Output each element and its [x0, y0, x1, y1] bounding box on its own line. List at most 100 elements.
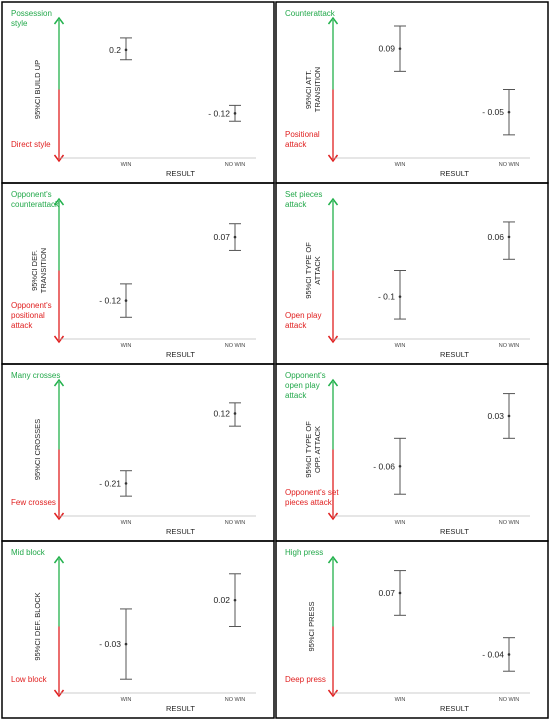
bottom-label: Opponent's set pieces attack: [285, 488, 339, 507]
mean-point: [507, 110, 511, 114]
x-axis-label: RESULT: [440, 704, 469, 713]
mean-point: [398, 295, 402, 298]
error-bar: 0.12: [213, 402, 241, 427]
y-axis-label: 95%CI PRESS: [307, 601, 316, 651]
top-label: Set pieces attack: [285, 190, 322, 209]
bottom-label: Few crosses: [11, 498, 56, 507]
error-bar: 0.07: [378, 570, 406, 616]
mean-point: [233, 598, 237, 602]
error-bar: - 0.04: [482, 637, 515, 672]
up-arrow-icon: [327, 378, 339, 387]
x-tick-label: NO WIN: [499, 520, 519, 526]
y-axis-label: 95%CI ATT.TRANSITION: [304, 67, 322, 112]
x-axis-label: RESULT: [166, 527, 195, 536]
bottom-label: Direct style: [11, 140, 51, 149]
error-bar: - 0.12: [99, 283, 132, 318]
up-arrow-icon: [53, 197, 65, 206]
x-axis-label: RESULT: [166, 350, 195, 359]
top-label: Many crosses: [11, 371, 60, 380]
mean-point: [507, 235, 511, 239]
value-label: - 0.12: [99, 296, 121, 306]
value-label: - 0.21: [99, 478, 121, 488]
chart-panel-1: 95%CI BUILD UP WIN NO WIN RESULT 0.2 - 0.12: [1, 1, 275, 184]
bottom-label: Opponent's positional attack: [11, 301, 52, 330]
error-bar: - 0.03: [99, 608, 132, 680]
x-tick-label: WIN: [121, 520, 132, 526]
error-bar: - 0.05: [482, 89, 515, 136]
value-label: - 0.12: [208, 108, 230, 118]
mean-point: [233, 112, 237, 115]
bottom-label: Deep press: [285, 675, 326, 684]
x-tick-label: WIN: [121, 162, 132, 168]
mean-point: [233, 235, 237, 239]
down-arrow-icon: [327, 154, 339, 163]
value-label: 0.03: [487, 411, 504, 421]
y-axis-label: 95%CI BUILD UP: [33, 60, 42, 119]
mean-point: [124, 482, 128, 485]
x-axis-label: RESULT: [166, 169, 195, 178]
x-axis-label: RESULT: [440, 169, 469, 178]
mean-point: [507, 653, 511, 656]
down-arrow-icon: [53, 512, 65, 521]
up-arrow-icon: [327, 555, 339, 564]
top-label: Mid block: [11, 548, 46, 557]
panel-border: [1, 540, 275, 719]
value-label: 0.09: [378, 44, 395, 54]
x-tick-label: WIN: [395, 343, 406, 349]
mean-point: [398, 591, 402, 595]
value-label: - 0.03: [99, 639, 121, 649]
y-axis-label: 95%CI TYPE OFATTACK: [304, 242, 322, 299]
value-label: 0.12: [213, 408, 230, 418]
x-tick-label: WIN: [395, 697, 406, 703]
chart-panel-3: 95%CI DEF.TRANSITION WIN NO WIN RESULT - 0.1…: [1, 182, 275, 365]
error-bar: - 0.06: [373, 437, 406, 495]
error-bar: 0.09: [378, 25, 406, 72]
value-label: - 0.06: [373, 461, 395, 471]
value-label: 0.02: [213, 595, 230, 605]
chart-panel-2: 95%CI ATT.TRANSITION WIN NO WIN RESULT 0.09 -…: [275, 1, 549, 184]
error-bar: - 0.12: [208, 104, 241, 122]
x-tick-label: NO WIN: [499, 343, 519, 349]
up-arrow-icon: [53, 16, 65, 25]
x-axis-label: RESULT: [440, 527, 469, 536]
top-label: High press: [285, 548, 323, 557]
x-tick-label: NO WIN: [225, 162, 245, 168]
error-bar: 0.03: [487, 393, 515, 439]
value-label: 0.07: [378, 588, 395, 598]
panel-border: [1, 1, 275, 184]
x-tick-label: NO WIN: [499, 697, 519, 703]
x-tick-label: NO WIN: [225, 343, 245, 349]
down-arrow-icon: [53, 154, 65, 163]
x-tick-label: NO WIN: [499, 162, 519, 168]
panel-border: [275, 540, 549, 719]
y-axis-label: 95%CI CROSSES: [33, 419, 42, 480]
y-axis-label: 95%CI TYPE OFOPP. ATTACK: [304, 421, 322, 478]
mean-point: [398, 47, 402, 50]
top-label: Possession style: [11, 9, 52, 28]
chart-panel-6: 95%CI TYPE OFOPP. ATTACK WIN NO WIN RESULT -…: [275, 363, 549, 542]
x-tick-label: NO WIN: [225, 697, 245, 703]
panel-border: [1, 363, 275, 542]
down-arrow-icon: [327, 335, 339, 344]
error-bar: 0.07: [213, 223, 241, 251]
mean-point: [233, 412, 237, 415]
up-arrow-icon: [53, 555, 65, 564]
top-label: Opponent's open play attack: [285, 371, 326, 400]
chart-panel-5: 95%CI CROSSES WIN NO WIN RESULT - 0.21 0.12: [1, 363, 275, 542]
bottom-label: Low block: [11, 675, 48, 684]
value-label: 0.07: [213, 232, 230, 242]
bottom-label: Positional attack: [285, 130, 320, 149]
down-arrow-icon: [53, 335, 65, 344]
bottom-label: Open play attack: [285, 311, 321, 330]
error-bar: - 0.21: [99, 470, 132, 497]
error-bar: 0.06: [487, 221, 515, 260]
x-axis-label: RESULT: [440, 350, 469, 359]
top-label: Counterattack: [285, 9, 336, 18]
value-label: 0.06: [487, 232, 504, 242]
x-tick-label: WIN: [121, 697, 132, 703]
error-bar: 0.02: [213, 573, 241, 627]
top-label: Opponent's counterattack: [11, 190, 60, 209]
x-tick-label: WIN: [395, 520, 406, 526]
down-arrow-icon: [327, 689, 339, 698]
